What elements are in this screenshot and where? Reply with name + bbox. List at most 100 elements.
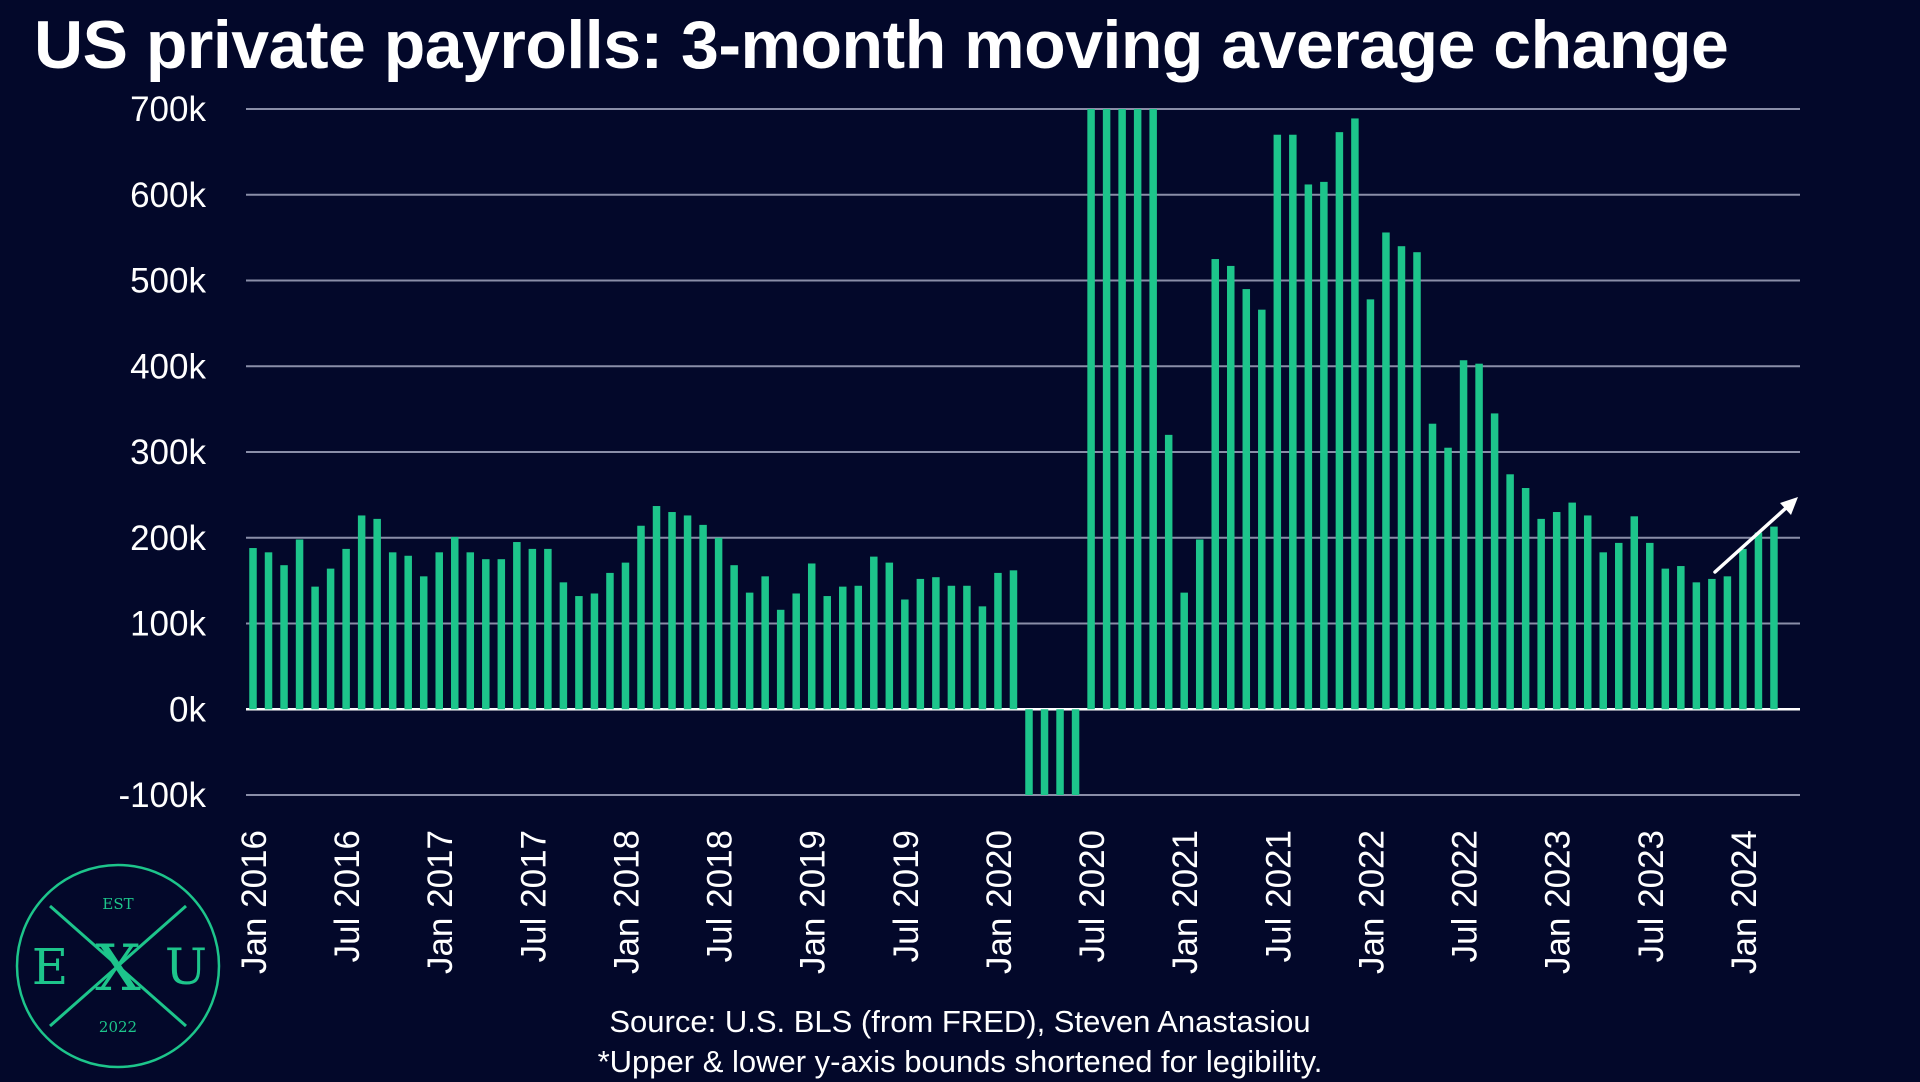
bar	[1661, 568, 1670, 710]
x-tick-label: Jul 2017	[514, 830, 553, 962]
bar	[1459, 360, 1468, 710]
bar	[1102, 109, 1111, 710]
bar	[1335, 132, 1344, 710]
bar	[761, 576, 769, 710]
bar	[264, 552, 273, 710]
bars	[249, 109, 1778, 795]
bar	[1289, 134, 1297, 710]
bar	[357, 515, 366, 710]
bar	[482, 559, 490, 710]
source-text: Source: U.S. BLS (from FRED), Steven Ana…	[609, 1004, 1311, 1039]
bar	[1490, 413, 1499, 710]
bar	[373, 518, 381, 710]
logo-top-text: EST	[102, 895, 133, 913]
bar	[1351, 118, 1359, 710]
bar	[388, 552, 397, 710]
bar	[1133, 109, 1142, 710]
bar	[513, 542, 521, 710]
bar	[1009, 570, 1018, 710]
bar	[1723, 576, 1732, 710]
bar	[1258, 309, 1266, 710]
bar	[901, 599, 909, 710]
x-tick-label: Jul 2019	[887, 830, 926, 962]
x-tick-label: Jan 2017	[421, 830, 460, 974]
bar	[1149, 109, 1157, 710]
bar	[1770, 526, 1778, 710]
bar	[1552, 512, 1561, 710]
bar	[419, 576, 428, 710]
bar	[1025, 709, 1033, 795]
bar	[1506, 474, 1514, 710]
bar	[1521, 488, 1530, 710]
bar	[621, 562, 630, 710]
y-tick-label: 200k	[130, 519, 206, 558]
bar	[870, 556, 878, 710]
bar	[1428, 423, 1437, 710]
logo-right-letter: U	[165, 938, 207, 996]
bar	[404, 555, 412, 710]
bar	[559, 582, 568, 710]
logo-center-letter: X	[95, 932, 141, 1006]
logo-cross-b	[49, 904, 187, 1028]
trend-arrow-head-icon	[1780, 497, 1798, 515]
bar	[1118, 109, 1126, 710]
y-tick-label: -100k	[118, 776, 206, 815]
bar	[1444, 447, 1452, 710]
bar	[776, 609, 785, 710]
y-axis-ticks: -100k 0k 100k 200k 300k 400k 500k 600k 700k	[118, 90, 206, 815]
bar	[1599, 552, 1607, 710]
bar	[792, 593, 800, 710]
exu-logo: X EST E U 2022	[15, 863, 221, 1069]
bar	[1537, 518, 1545, 710]
bar	[994, 572, 1002, 710]
x-tick-label: Jul 2021	[1259, 830, 1298, 962]
bar	[311, 586, 319, 710]
logo-bottom-text: 2022	[99, 1018, 137, 1036]
bar	[1754, 532, 1763, 710]
bar	[544, 548, 552, 710]
bar	[466, 552, 475, 710]
bar	[1320, 181, 1328, 710]
x-tick-label: Jan 2016	[235, 830, 274, 974]
bar	[1630, 516, 1639, 710]
bar	[1646, 542, 1654, 710]
bar	[932, 577, 940, 710]
x-tick-label: Jan 2020	[980, 830, 1019, 974]
bar	[1087, 109, 1095, 710]
x-tick-label: Jan 2022	[1352, 830, 1391, 974]
bar	[963, 585, 971, 710]
bar	[280, 565, 288, 710]
bar	[807, 563, 816, 710]
bar	[451, 536, 459, 710]
bar	[1304, 184, 1313, 710]
bar	[342, 548, 350, 710]
bar	[839, 586, 847, 710]
bar	[714, 537, 723, 710]
bar	[1382, 232, 1390, 710]
bar	[1739, 548, 1747, 710]
bar	[652, 506, 661, 710]
bar	[1164, 434, 1173, 710]
bar	[854, 585, 863, 710]
bar	[745, 592, 754, 710]
bar	[1366, 299, 1375, 710]
logo-left-letter: E	[32, 938, 69, 996]
x-tick-label: Jul 2022	[1446, 830, 1485, 962]
bar	[1615, 542, 1623, 710]
bar	[947, 585, 956, 710]
bar	[1040, 709, 1049, 795]
bar	[885, 562, 894, 710]
bar	[497, 559, 506, 710]
trend-arrow	[1713, 506, 1788, 574]
bar	[1056, 709, 1064, 795]
bar	[1180, 592, 1188, 710]
bar	[1692, 582, 1701, 710]
bar	[1195, 539, 1204, 710]
x-tick-label: Jul 2018	[701, 830, 740, 962]
bar	[978, 606, 987, 710]
bar	[1413, 252, 1421, 710]
bar	[1071, 709, 1080, 795]
bar	[823, 596, 831, 710]
bar	[1583, 515, 1592, 710]
